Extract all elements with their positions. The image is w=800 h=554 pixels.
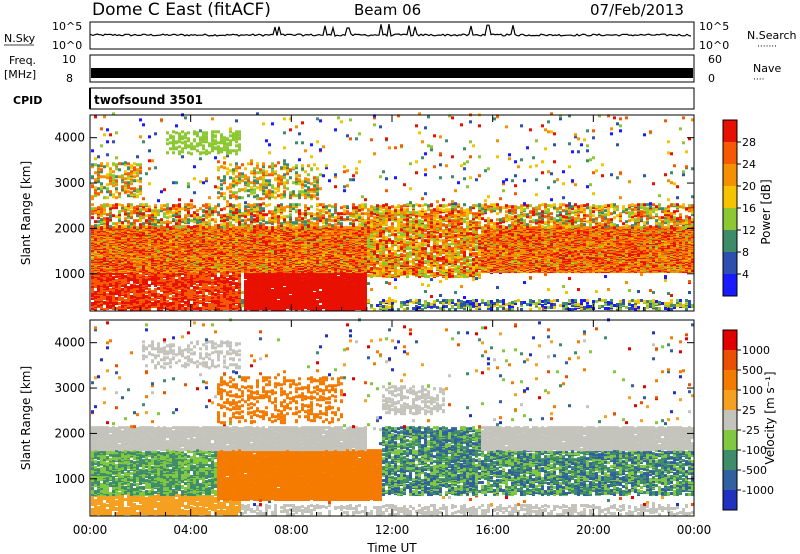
power-colorbar-swatch [723, 274, 737, 297]
cpid-label: CPID [13, 94, 42, 107]
x-tick-label: 04:00 [173, 523, 208, 537]
velocity-colorbar-label: Velocity [m s⁻¹] [763, 371, 777, 464]
velocity-colorbar-tick: 1000 [742, 344, 770, 357]
power-colorbar-tick: 20 [742, 180, 756, 193]
velocity-colorbar-tick: 100 [742, 384, 763, 397]
nsearch-label-dots: ······· [757, 42, 777, 52]
velocity-ylabel: Slant Range [km] [19, 366, 33, 470]
nsearch-label: N.Search [747, 29, 797, 42]
power-colorbar-swatch [723, 252, 737, 275]
power-colorbar-swatch [723, 142, 737, 165]
velocity-colorbar-swatch [723, 430, 737, 451]
velocity-colorbar-tick: 25 [742, 404, 756, 417]
velocity-colorbar-swatch [723, 450, 737, 471]
velocity-ytick-label: 3000 [54, 381, 85, 395]
x-tick-label: 00:00 [677, 523, 712, 537]
power-ytick-label: 1000 [54, 267, 85, 281]
velocity-colorbar-tick: 500 [742, 364, 763, 377]
nave-label: Nave [753, 62, 781, 75]
velocity-colorbar-swatch [723, 470, 737, 491]
velocity-heatmap [91, 318, 694, 516]
velocity-colorbar-swatch [723, 350, 737, 371]
velocity-ytick-label: 1000 [54, 472, 85, 486]
nave-tick-top: 60 [708, 53, 722, 66]
rti-figure: Dome C East (fitACF) Beam 06 07/Feb/2013… [0, 0, 800, 554]
power-ylabel: Slant Range [km] [19, 161, 33, 265]
velocity-colorbar-tick: -500 [742, 464, 767, 477]
freq-label-line1: Freq. [9, 54, 36, 67]
x-tick-label: 16:00 [475, 523, 510, 537]
velocity-ytick-label: 2000 [54, 426, 85, 440]
x-tick-label: 00:00 [73, 523, 108, 537]
beam-label: Beam 06 [354, 1, 421, 19]
velocity-colorbar-swatch [723, 370, 737, 391]
x-axis-label: Time UT [366, 541, 417, 554]
nsearch-tick-bottom: 10^0 [699, 39, 729, 52]
x-tick-label: 08:00 [274, 523, 309, 537]
power-colorbar-swatch [723, 120, 737, 143]
power-colorbar-swatch [723, 186, 737, 209]
nsky-tick-bottom: 10^0 [52, 39, 82, 52]
power-colorbar-swatch [723, 230, 737, 253]
nsky-trace [91, 24, 691, 36]
velocity-colorbar-tick: -1000 [742, 484, 774, 497]
velocity-colorbar-swatch [723, 390, 737, 411]
nave-tick-bottom: 0 [708, 72, 715, 85]
date-label: 07/Feb/2013 [590, 1, 684, 19]
power-colorbar-swatch [723, 164, 737, 187]
velocity-ytick-label: 4000 [54, 336, 85, 350]
nsearch-tick-top: 10^5 [699, 20, 729, 33]
velocity-colorbar-swatch [723, 490, 737, 511]
freq-trace [91, 68, 693, 78]
nsky-label: N.Sky [4, 32, 36, 45]
power-heatmap [91, 112, 694, 311]
power-ytick-label: 4000 [54, 131, 85, 145]
power-colorbar: 4 8 12 16 20 24 28 [723, 120, 756, 297]
power-colorbar-tick: 24 [742, 158, 756, 171]
freq-label-line2: [MHz] [4, 68, 36, 81]
cpid-value: twofsound 3501 [94, 93, 203, 107]
x-tick-label: 12:00 [375, 523, 410, 537]
power-colorbar-tick: 4 [742, 268, 749, 281]
power-colorbar-tick: 8 [742, 246, 749, 259]
nave-label-dots: ···· [753, 75, 764, 85]
nsky-tick-top: 10^5 [52, 20, 82, 33]
freq-tick-top: 10 [62, 53, 76, 66]
power-colorbar-tick: 28 [742, 136, 756, 149]
velocity-colorbar-tick: -25 [742, 424, 760, 437]
plot-title: Dome C East (fitACF) [92, 0, 271, 20]
power-colorbar-tick: 16 [742, 202, 756, 215]
power-colorbar-label: Power [dB] [759, 179, 773, 244]
velocity-colorbar-swatch [723, 410, 737, 431]
x-tick-label: 20:00 [576, 523, 611, 537]
freq-tick-bottom: 8 [66, 72, 73, 85]
power-ytick-label: 3000 [54, 176, 85, 190]
power-colorbar-swatch [723, 208, 737, 231]
power-colorbar-tick: 12 [742, 224, 756, 237]
velocity-colorbar-swatch [723, 330, 737, 351]
power-ytick-label: 2000 [54, 221, 85, 235]
